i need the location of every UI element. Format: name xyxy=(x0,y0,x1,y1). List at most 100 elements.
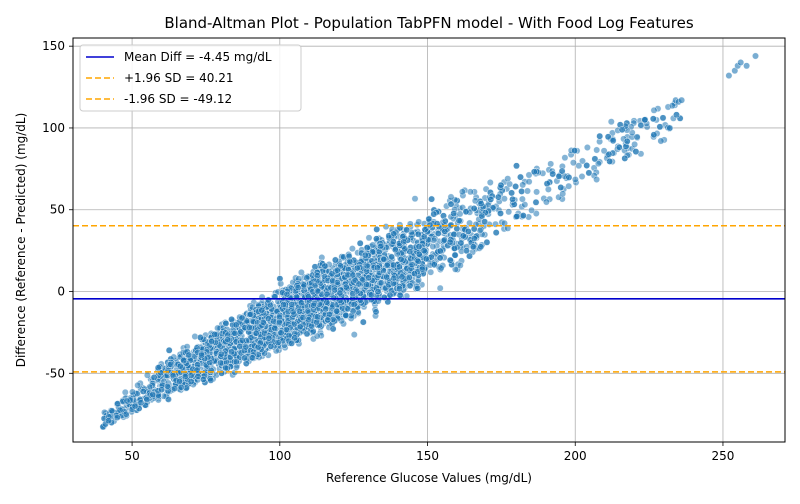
scatter-point xyxy=(217,359,225,367)
scatter-point xyxy=(572,176,579,183)
scatter-point xyxy=(414,284,421,292)
scatter-point xyxy=(207,376,215,384)
scatter-point xyxy=(336,289,344,297)
scatter-point xyxy=(657,137,665,145)
scatter-point xyxy=(618,126,626,134)
scatter-point xyxy=(377,279,385,287)
scatter-point xyxy=(180,357,188,364)
scatter-point xyxy=(395,285,403,293)
scatter-point xyxy=(446,256,454,264)
scatter-point xyxy=(314,313,321,321)
scatter-point xyxy=(196,334,204,341)
scatter-point xyxy=(264,296,272,304)
x-tick-label: 100 xyxy=(268,449,291,463)
scatter-point xyxy=(367,291,375,299)
scatter-point xyxy=(505,208,513,216)
scatter-point xyxy=(422,255,430,263)
scatter-point xyxy=(175,378,183,385)
scatter-point xyxy=(415,250,423,258)
mean-legend-label: Mean Diff = -4.45 mg/dL xyxy=(124,50,272,64)
scatter-point xyxy=(470,205,478,212)
scatter-point xyxy=(254,343,262,351)
scatter-point xyxy=(289,308,297,316)
scatter-point xyxy=(238,314,246,322)
scatter-point xyxy=(214,324,222,332)
scatter-point xyxy=(418,265,426,273)
scatter-point xyxy=(396,291,404,299)
scatter-point xyxy=(649,115,657,123)
scatter-point xyxy=(430,261,438,268)
x-tick-label: 50 xyxy=(124,449,139,463)
scatter-point xyxy=(346,258,354,265)
scatter-point xyxy=(108,407,116,415)
scatter-point xyxy=(737,59,745,66)
scatter-point xyxy=(519,195,526,203)
scatter-point xyxy=(595,160,602,168)
scatter-point xyxy=(236,342,244,350)
scatter-point xyxy=(165,395,172,403)
scatter-point xyxy=(113,414,121,421)
scatter-point xyxy=(191,333,199,340)
scatter-point xyxy=(543,180,551,188)
scatter-point xyxy=(428,195,435,203)
scatter-point xyxy=(430,210,438,218)
scatter-point xyxy=(303,330,311,338)
scatter-point xyxy=(359,276,367,284)
reference-lines xyxy=(73,224,785,373)
scatter-point xyxy=(288,301,296,308)
chart-title: Bland-Altman Plot - Population TabPFN mo… xyxy=(164,14,693,32)
scatter-point xyxy=(596,132,604,140)
scatter-point xyxy=(673,111,680,119)
scatter-point xyxy=(164,382,171,390)
scatter-point xyxy=(607,118,615,126)
scatter-point xyxy=(451,244,458,252)
scatter-point xyxy=(222,319,230,327)
scatter-point xyxy=(310,301,317,309)
scatter-point xyxy=(277,329,285,337)
legend-box xyxy=(79,44,302,112)
scatter-point xyxy=(299,314,307,321)
scatter-point xyxy=(353,264,361,272)
scatter-point xyxy=(450,210,458,217)
scatter-point xyxy=(466,252,473,260)
scatter-point xyxy=(504,175,512,183)
scatter-point xyxy=(456,210,464,218)
scatter-point xyxy=(476,227,484,234)
scatter-point xyxy=(403,226,411,234)
scatter-point xyxy=(330,294,338,302)
scatter-point xyxy=(291,334,299,342)
scatter-point xyxy=(355,280,363,288)
scatter-point xyxy=(333,307,340,315)
scatter-point xyxy=(259,318,267,326)
scatter-point xyxy=(350,301,358,308)
scatter-point xyxy=(508,189,515,197)
scatter-point xyxy=(668,102,676,110)
scatter-point xyxy=(621,154,629,162)
scatter-point xyxy=(222,364,230,372)
scatter-point xyxy=(350,331,358,338)
scatter-point xyxy=(129,388,136,396)
scatter-point xyxy=(436,284,444,292)
scatter-point xyxy=(497,209,504,217)
scatter-point xyxy=(525,171,533,179)
scatter-point xyxy=(501,219,508,227)
scatter-point xyxy=(123,397,131,405)
x-axis-label: Reference Glucose Values (mg/dL) xyxy=(326,471,532,485)
scatter-point xyxy=(374,288,382,296)
scatter-point xyxy=(228,315,236,323)
scatter-point xyxy=(578,173,586,180)
scatter-point xyxy=(342,311,350,319)
scatter-point xyxy=(331,256,339,264)
scatter-point xyxy=(344,305,352,313)
y-tick-label: -50 xyxy=(45,366,65,380)
scatter-point xyxy=(401,245,409,253)
scatter-point xyxy=(386,291,394,299)
scatter-point xyxy=(429,243,437,251)
scatter-point xyxy=(420,233,428,241)
scatter-point xyxy=(650,131,658,139)
scatter-point xyxy=(579,157,586,165)
scatter-point xyxy=(434,229,442,237)
scatter-point xyxy=(519,181,527,189)
scatter-point xyxy=(497,181,505,189)
scatter-point xyxy=(349,271,357,279)
